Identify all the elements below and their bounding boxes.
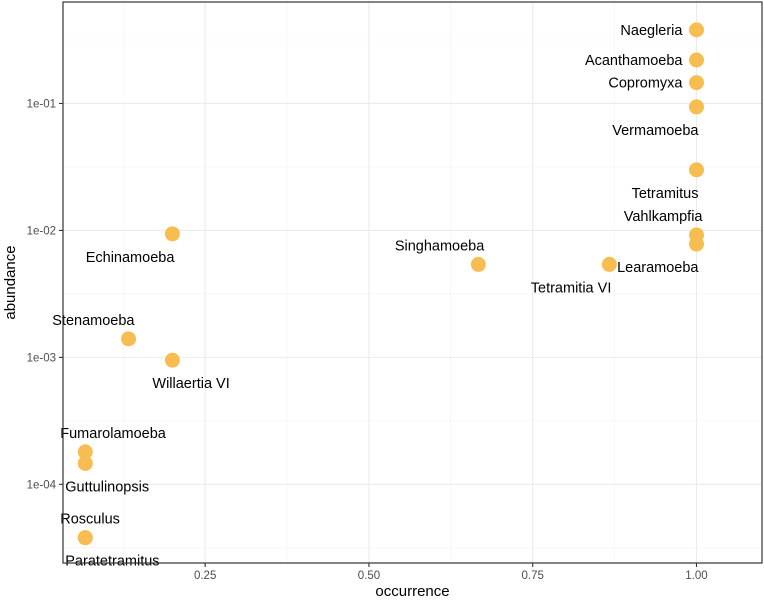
y-axis-ticks: 1e-01 1e-02 1e-03 1e-04	[27, 98, 63, 491]
data-point	[77, 455, 93, 471]
point-label: Acanthamoeba	[585, 53, 683, 69]
y-tick-label: 1e-01	[27, 98, 56, 110]
plot-panel-border	[62, 1, 763, 564]
point-label: Tetramitus	[632, 186, 699, 202]
data-point	[164, 226, 180, 242]
data-point	[688, 162, 704, 178]
x-tick-label: 0.25	[194, 570, 216, 582]
y-tick-label: 1e-02	[27, 225, 56, 237]
point-label: Naegleria	[620, 23, 683, 39]
data-point	[688, 99, 704, 115]
point-label: Paratetramitus	[65, 554, 159, 570]
data-point	[77, 530, 93, 546]
y-axis-title: abundance	[2, 245, 19, 319]
x-tick-label: 0.75	[522, 570, 544, 582]
point-label: Singhamoeba	[395, 238, 485, 254]
x-axis-title: occurrence	[375, 583, 449, 600]
y-tick-label: 1e-04	[27, 479, 57, 491]
data-point	[688, 52, 704, 68]
point-labels: Naegleria Acanthamoeba Copromyxa Vermamoeba…	[52, 23, 703, 570]
data-point	[77, 444, 93, 460]
point-label: Stenamoeba	[52, 313, 135, 329]
point-label: Willaertia VI	[152, 376, 229, 392]
point-label: Vahlkampfia	[624, 209, 704, 225]
point-label: Vermamoeba	[612, 123, 699, 139]
point-label: Learamoeba	[617, 260, 699, 276]
x-tick-label: 0.50	[358, 570, 380, 582]
data-point	[688, 75, 704, 91]
data-point	[470, 256, 486, 272]
data-points	[77, 22, 704, 546]
point-label: Copromyxa	[608, 76, 683, 92]
data-point	[688, 236, 704, 252]
x-tick-label: 1.00	[685, 570, 707, 582]
data-point	[164, 352, 180, 368]
data-point	[601, 256, 617, 272]
data-point	[688, 22, 704, 38]
x-axis-ticks: 0.25 0.50 0.75 1.00	[194, 563, 708, 582]
point-label: Rosculus	[60, 512, 120, 528]
y-tick-label: 1e-03	[27, 352, 56, 364]
data-point	[121, 331, 137, 347]
point-label: Tetramitia VI	[531, 280, 612, 296]
point-label: Guttulinopsis	[65, 479, 149, 495]
point-label: Fumarolamoeba	[60, 426, 167, 442]
grid-lines	[63, 2, 762, 563]
point-label: Echinamoeba	[86, 250, 176, 266]
